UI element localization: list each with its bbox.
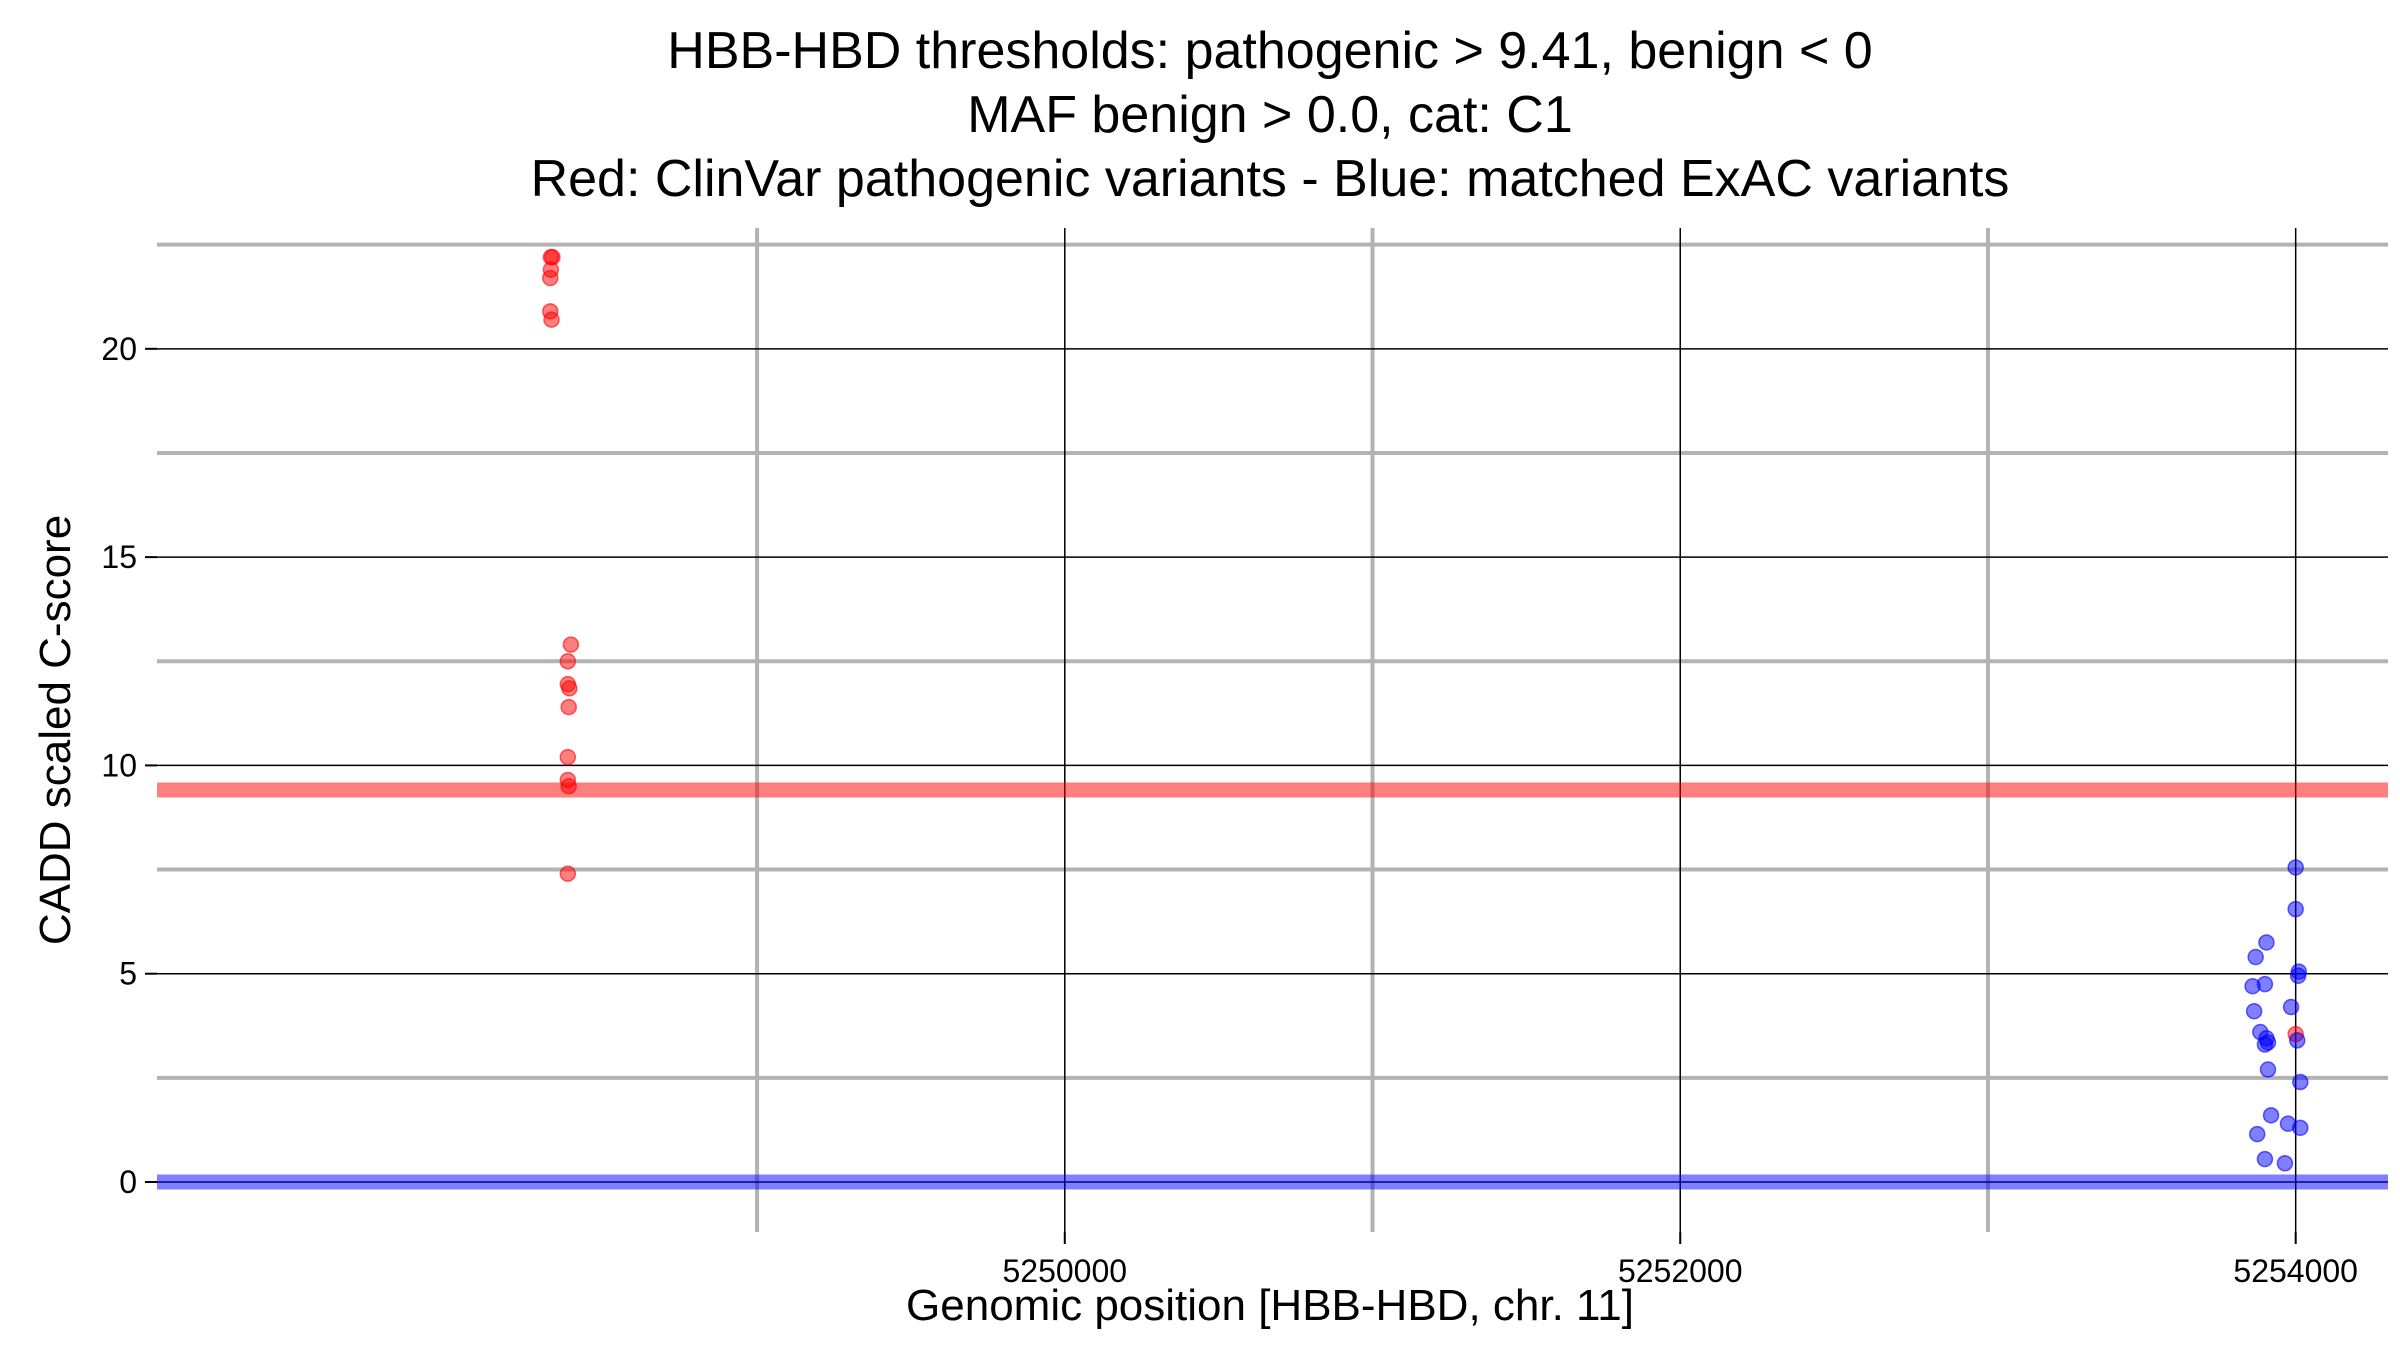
series-1-point (2247, 948, 2264, 966)
series-1-point (2292, 1073, 2309, 1091)
chart-title-line-3: Red: ClinVar pathogenic variants - Blue:… (531, 150, 2010, 208)
series-1-point (2262, 1107, 2280, 1124)
x-tick-label: 5252000 (1618, 1253, 1743, 1289)
series-1-point (2256, 975, 2274, 993)
y-tick-label: 20 (101, 331, 137, 367)
series-1-point (2292, 1119, 2309, 1137)
threshold-bands (157, 782, 2388, 1190)
y-axis-title: CADD scaled C-score (31, 515, 80, 945)
series-0-point (562, 636, 580, 653)
y-tick-label: 15 (101, 539, 137, 575)
y-tick-label: 10 (101, 747, 137, 783)
grid (157, 228, 2388, 1232)
series-1-point (2258, 934, 2275, 951)
series-0-point (559, 865, 577, 882)
series-1-point (2245, 1002, 2263, 1020)
x-axis-ticks: 5250000 5252000 5254000 (1002, 1232, 2358, 1289)
chart-title-line-2: MAF benign > 0.0, cat: C1 (967, 86, 1573, 144)
series-0-point (543, 311, 560, 328)
series-1-point (2259, 1061, 2277, 1078)
series-1-point (2256, 1036, 2274, 1053)
series-0-point (559, 748, 577, 766)
x-tick-label: 5250000 (1002, 1253, 1127, 1289)
series-1-point (2289, 967, 2307, 985)
series-0-point (542, 269, 559, 287)
series-1-point (2282, 998, 2300, 1016)
series-1-point (2287, 900, 2304, 918)
series-1-point (2287, 859, 2304, 876)
x-tick-label: 5254000 (2233, 1253, 2358, 1289)
series-1-point (2288, 1032, 2306, 1049)
series-1-point (2248, 1125, 2266, 1143)
series-0-point (559, 653, 577, 670)
data-points (542, 248, 2309, 1172)
series-1-point (2256, 1150, 2274, 1168)
y-tick-label: 5 (119, 956, 137, 992)
series-0-point (560, 698, 577, 716)
series-0-point (561, 680, 578, 697)
y-tick-label: 0 (119, 1164, 137, 1200)
chart-title-line-1: HBB-HBD thresholds: pathogenic > 9.41, b… (667, 22, 1872, 80)
x-axis-title: Genomic position [HBB-HBD, chr. 11] (906, 1281, 1634, 1330)
series-0-point (560, 777, 577, 795)
y-axis-ticks: 0 5 10 15 20 (101, 331, 157, 1200)
series-1-point (2276, 1155, 2294, 1172)
